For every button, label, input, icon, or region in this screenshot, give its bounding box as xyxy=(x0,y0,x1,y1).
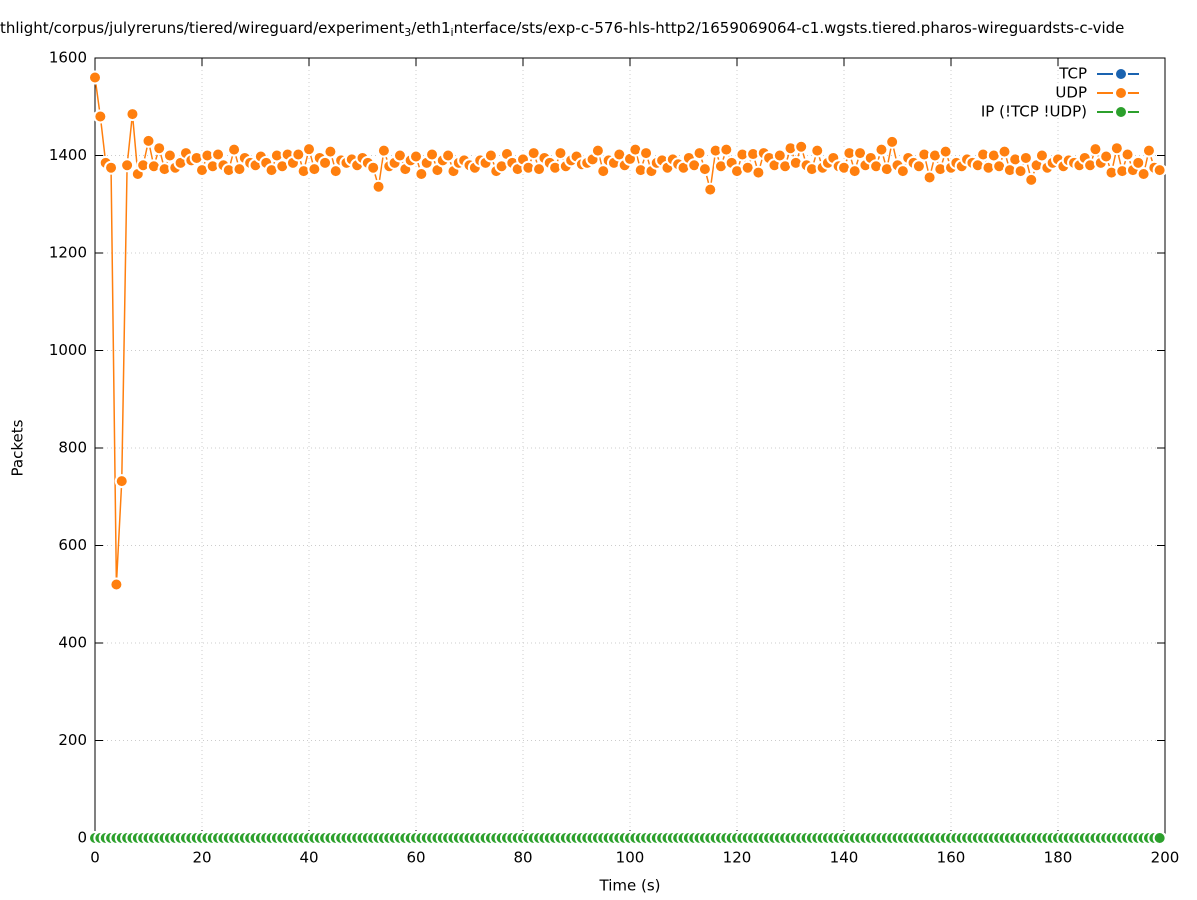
data-point xyxy=(847,164,862,179)
data-point xyxy=(1120,147,1135,162)
data-point xyxy=(114,474,129,489)
data-point xyxy=(125,107,140,122)
legend-marker xyxy=(1114,67,1128,81)
data-point xyxy=(590,143,605,158)
x-tick-label: 140 xyxy=(830,849,859,867)
y-tick-label: 1200 xyxy=(49,244,87,262)
data-point xyxy=(938,144,953,159)
data-point xyxy=(120,158,135,173)
data-point xyxy=(1136,167,1151,182)
data-point xyxy=(141,133,156,148)
data-point xyxy=(1013,164,1028,179)
data-point xyxy=(751,165,766,180)
data-point xyxy=(1109,141,1124,156)
data-point xyxy=(997,144,1012,159)
x-tick-label: 120 xyxy=(723,849,752,867)
data-point xyxy=(232,162,247,177)
x-tick-label: 0 xyxy=(90,849,100,867)
y-tick-label: 1600 xyxy=(49,49,87,67)
data-point xyxy=(291,147,306,162)
chart-title: thlight/corpus/julyreruns/tiered/wiregua… xyxy=(0,19,1124,40)
data-point xyxy=(376,143,391,158)
data-point xyxy=(366,160,381,175)
data-point xyxy=(639,146,654,161)
title-subscript: i xyxy=(451,26,454,39)
data-point xyxy=(1152,831,1167,845)
data-point xyxy=(318,155,333,170)
y-tick-label: 1000 xyxy=(49,341,87,359)
data-point xyxy=(895,164,910,179)
legend-label: UDP xyxy=(1055,84,1087,102)
x-tick-label: 200 xyxy=(1151,849,1180,867)
data-point xyxy=(109,577,124,592)
data-point xyxy=(553,146,568,161)
data-point xyxy=(874,142,889,157)
y-tick-label: 0 xyxy=(77,829,87,847)
data-point xyxy=(211,147,226,162)
data-point xyxy=(719,142,734,157)
data-point xyxy=(532,162,547,177)
x-tick-label: 40 xyxy=(299,849,318,867)
title-subscript: 3 xyxy=(404,26,411,39)
data-point xyxy=(692,146,707,161)
data-point xyxy=(1131,155,1146,170)
data-point xyxy=(328,164,343,179)
data-point xyxy=(922,170,937,185)
data-point xyxy=(794,139,809,154)
data-point xyxy=(1024,172,1039,187)
data-point xyxy=(162,148,177,163)
data-point xyxy=(703,182,718,197)
data-point xyxy=(1099,149,1114,164)
data-point xyxy=(1088,142,1103,157)
data-point xyxy=(810,143,825,158)
x-tick-label: 20 xyxy=(192,849,211,867)
data-point xyxy=(483,148,498,163)
data-point xyxy=(911,159,926,174)
data-point xyxy=(441,148,456,163)
data-point xyxy=(885,134,900,149)
legend-label: IP (!TCP !UDP) xyxy=(981,103,1087,121)
data-point xyxy=(596,164,611,179)
data-point xyxy=(1018,150,1033,165)
x-tick-label: 180 xyxy=(1044,849,1073,867)
data-point xyxy=(414,167,429,182)
x-tick-label: 160 xyxy=(937,849,966,867)
legend-marker xyxy=(1114,86,1128,100)
data-point xyxy=(104,160,119,175)
data-point xyxy=(323,144,338,159)
title-part: thlight/corpus/julyreruns/tiered/wiregua… xyxy=(0,19,404,37)
y-tick-label: 600 xyxy=(58,536,87,554)
data-point xyxy=(227,142,242,157)
y-tick-label: 800 xyxy=(58,439,87,457)
data-point xyxy=(697,162,712,177)
data-point xyxy=(371,179,386,194)
title-part: nterface/sts/exp-c-576-hls-http2/1659069… xyxy=(454,19,1125,37)
x-axis-label: Time (s) xyxy=(599,877,661,895)
data-point xyxy=(307,162,322,177)
data-point xyxy=(409,149,423,164)
data-point xyxy=(152,141,167,156)
x-tick-label: 60 xyxy=(406,849,425,867)
y-axis-label: Packets xyxy=(9,419,27,476)
legend-label: TCP xyxy=(1058,65,1087,83)
y-tick-label: 200 xyxy=(58,731,87,749)
data-point xyxy=(1034,148,1049,163)
x-tick-label: 80 xyxy=(513,849,532,867)
y-tick-label: 400 xyxy=(58,634,87,652)
legend-marker xyxy=(1114,105,1128,119)
data-point xyxy=(88,70,102,85)
data-point xyxy=(425,147,440,162)
x-tick-label: 100 xyxy=(616,849,645,867)
data-point xyxy=(1141,143,1156,158)
data-point xyxy=(1152,163,1167,178)
data-point xyxy=(93,109,108,124)
data-point xyxy=(772,148,787,163)
y-tick-label: 1400 xyxy=(49,146,87,164)
data-point xyxy=(302,142,316,157)
title-part: /eth1 xyxy=(411,19,450,37)
